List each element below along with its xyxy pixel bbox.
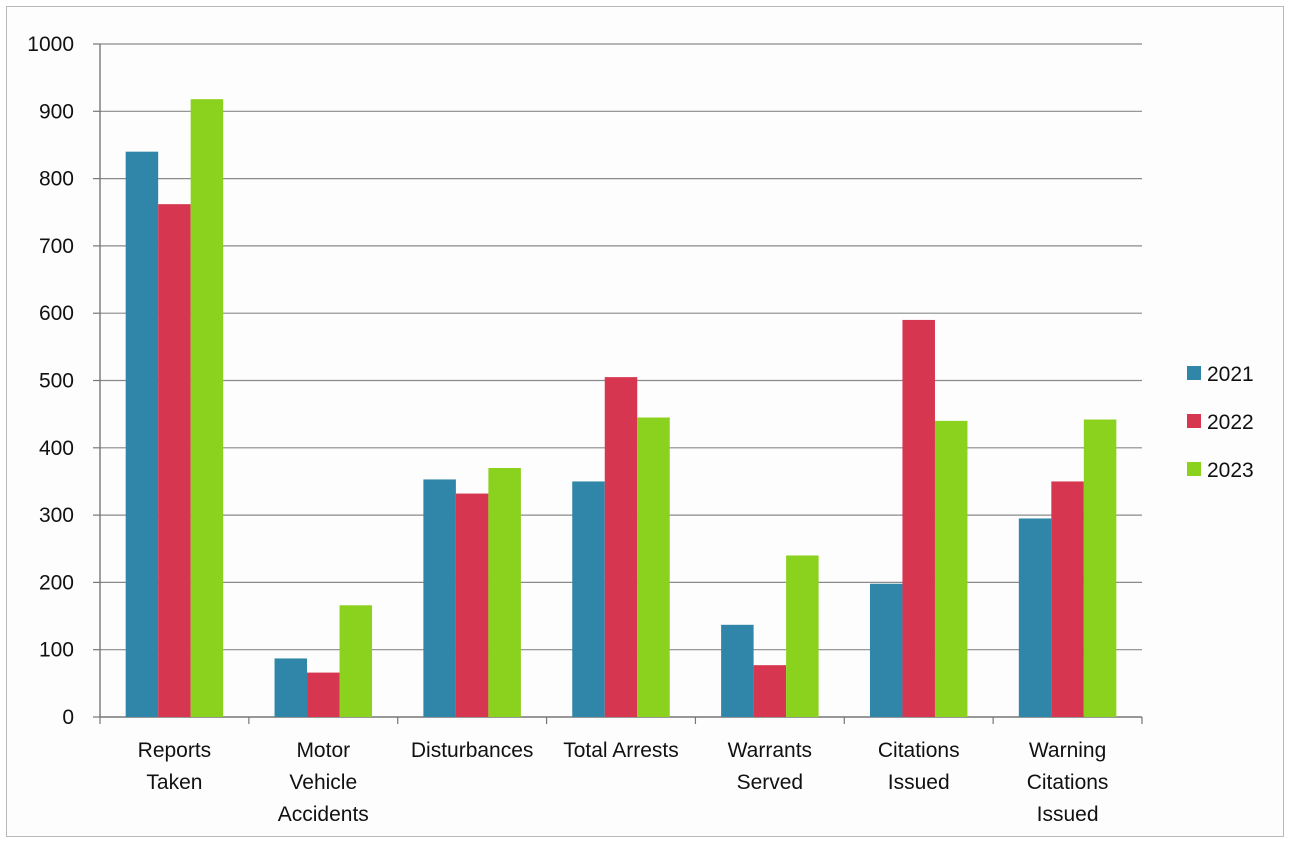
y-tick-label: 500: [39, 370, 74, 393]
x-tick-label: Disturbances: [411, 739, 534, 762]
x-tick-label-line: Served: [737, 771, 804, 794]
legend-swatch-2023: [1187, 462, 1201, 476]
y-tick-label: 100: [39, 639, 74, 662]
x-tick-label-line: Total Arrests: [563, 739, 679, 762]
bar-2022-2: [455, 493, 489, 717]
y-tick-label: 700: [39, 235, 74, 258]
bar-2022-5: [902, 319, 935, 717]
x-tick-label: Total Arrests: [563, 739, 679, 762]
x-tick-label-line: Motor: [296, 739, 350, 762]
y-tick-label: 1000: [27, 33, 74, 56]
y-tick-label: 600: [39, 302, 74, 325]
bar-2023-1: [339, 605, 373, 717]
x-tick-label: Motor Vehicle Accidents: [278, 739, 369, 826]
x-tick-label-line: Taken: [146, 771, 202, 794]
x-tick-label: Warrants Served: [728, 739, 812, 794]
legend-swatch-2022: [1187, 414, 1201, 428]
x-tick-label-line: Issued: [1037, 803, 1099, 826]
x-tick-label-line: Vehicle: [289, 771, 357, 794]
bar-2022-0: [158, 204, 191, 717]
bar-2023-6: [1083, 419, 1117, 717]
bar-2022-4: [753, 665, 787, 717]
x-tick-label-line: Reports: [138, 739, 212, 762]
x-tick-label-line: Citations: [878, 739, 960, 762]
bar-2022-3: [604, 377, 638, 717]
x-tick-label: Reports Taken: [138, 739, 212, 794]
x-tick-label-line: Accidents: [278, 803, 369, 826]
y-tick-label: 800: [39, 168, 74, 191]
legend-label-2021: 2021: [1207, 363, 1254, 386]
y-tick-label: 400: [39, 437, 74, 460]
bar-2022-1: [307, 672, 340, 717]
bar-2021-2: [423, 479, 456, 717]
bar-2023-3: [637, 417, 670, 717]
y-tick-label: 300: [39, 504, 74, 527]
bar-2021-6: [1018, 518, 1052, 717]
bar-2023-2: [488, 467, 521, 717]
bar-2021-0: [125, 151, 159, 717]
x-tick-label: Citations Issued: [878, 739, 960, 794]
bar-2022-6: [1051, 481, 1084, 717]
legend-swatch-2021: [1187, 366, 1201, 380]
bar-2023-0: [190, 99, 224, 718]
x-tick-label-line: Warning: [1029, 739, 1106, 762]
x-tick-label-line: Issued: [888, 771, 950, 794]
legend-label-2023: 2023: [1207, 459, 1254, 482]
bar-2023-4: [786, 555, 819, 717]
bar-2021-5: [869, 583, 903, 717]
bar-2021-4: [721, 624, 754, 717]
x-tick-label-line: Warrants: [728, 739, 812, 762]
x-tick-label-line: Disturbances: [411, 739, 534, 762]
legend-label-2022: 2022: [1207, 411, 1254, 434]
bar-2023-5: [934, 420, 968, 717]
x-tick-label: Warning Citations Issued: [1027, 739, 1109, 826]
bar-2021-1: [274, 658, 308, 717]
bar-2021-3: [572, 481, 605, 717]
y-tick-label: 900: [39, 100, 74, 123]
y-tick-label: 200: [39, 571, 74, 594]
y-tick-label: 0: [62, 706, 74, 729]
x-tick-label-line: Citations: [1027, 771, 1109, 794]
